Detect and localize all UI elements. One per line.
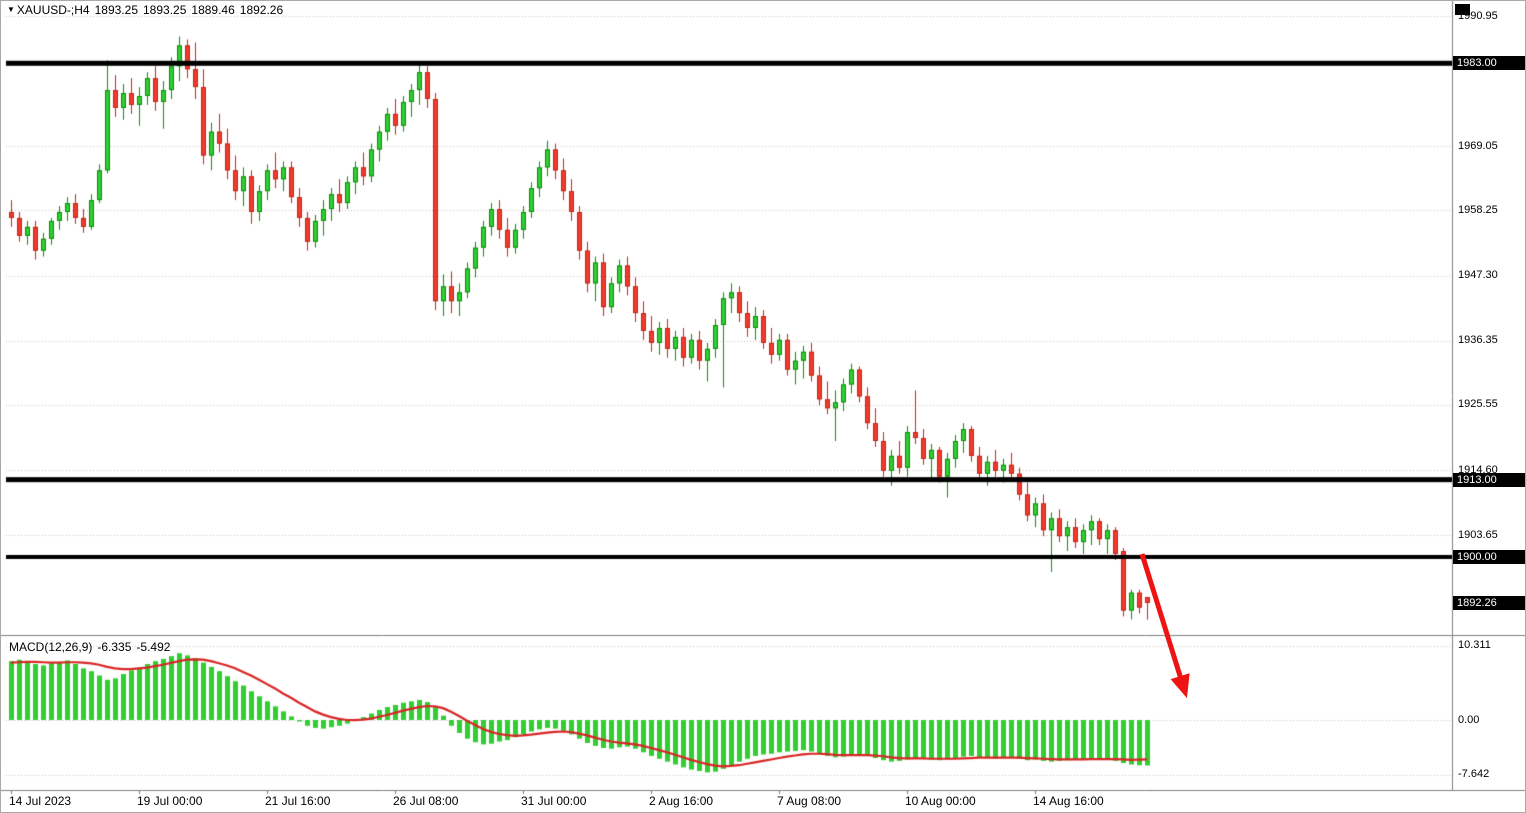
price-level-badge: 1983.00 (1453, 56, 1525, 71)
price-scale-label: 1914.60 (1458, 463, 1498, 476)
symbol-marker-icon: ▼ (7, 5, 15, 14)
price-scale-label: 1969.05 (1458, 139, 1498, 152)
time-axis[interactable] (1, 791, 1525, 812)
ohlc-open-value: 1893.25 (94, 3, 138, 17)
time-scale-label: 21 Jul 16:00 (265, 794, 331, 808)
symbol-timeframe-label: XAUUSD-;H4 (16, 3, 90, 17)
price-axis[interactable] (1452, 1, 1525, 790)
price-scale-label: 1903.65 (1458, 528, 1498, 541)
macd-signal-value: -5.492 (136, 640, 171, 654)
time-scale-label: 14 Aug 16:00 (1033, 794, 1104, 808)
chart-shift-marker[interactable] (1455, 4, 1470, 15)
time-scale-label: 10 Aug 00:00 (905, 794, 976, 808)
macd-scale-label: -7.642 (1458, 768, 1490, 781)
ohlc-close-value: 1892.26 (239, 3, 284, 17)
ohlc-low-value: 1889.46 (191, 3, 235, 17)
price-level-badge: 1900.00 (1453, 549, 1525, 564)
macd-scale-label: 10.311 (1458, 639, 1491, 652)
time-scale-label: 31 Jul 00:00 (521, 794, 587, 808)
chart-header: ▼ XAUUSD-;H4 1893.25 1893.25 1889.46 1892.26 (7, 3, 288, 17)
price-scale-label: 1947.30 (1458, 269, 1498, 282)
price-scale-label: 1958.25 (1458, 203, 1498, 216)
macd-name-label: MACD(12,26,9) (9, 640, 93, 654)
price-scale-label: 1925.55 (1458, 398, 1498, 411)
time-scale-label: 26 Jul 08:00 (393, 794, 459, 808)
macd-scale-label: 0.00 (1458, 713, 1480, 726)
current-price-badge: 1892.26 (1453, 596, 1525, 610)
time-scale-label: 7 Aug 08:00 (777, 794, 842, 808)
time-scale-label: 19 Jul 00:00 (137, 794, 203, 808)
time-scale-label: 14 Jul 2023 (9, 794, 72, 808)
price-level-badge: 1913.00 (1453, 472, 1525, 487)
price-scale-label: 1936.35 (1458, 334, 1498, 347)
macd-indicator-label-row: MACD(12,26,9) -6.335 -5.492 (9, 640, 175, 654)
time-scale-label: 2 Aug 16:00 (649, 794, 714, 808)
macd-main-value: -6.335 (97, 640, 132, 654)
ohlc-high-value: 1893.25 (143, 3, 187, 17)
